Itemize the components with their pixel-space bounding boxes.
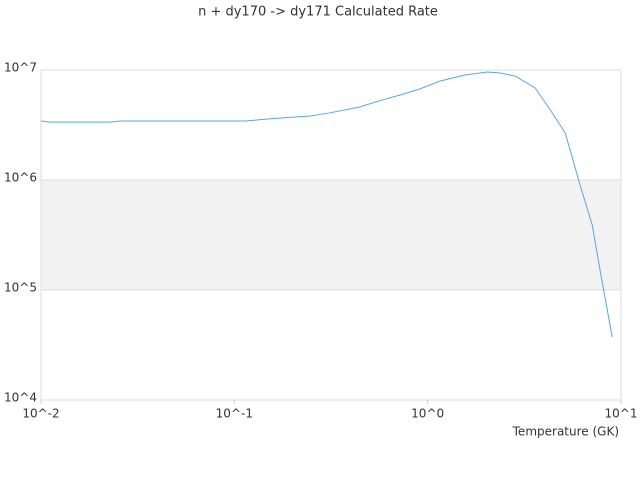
y-tick-label: 10^7 — [4, 61, 37, 75]
y-tick-label: 10^5 — [4, 281, 37, 295]
chart-title: n + dy170 -> dy171 Calculated Rate — [198, 5, 438, 20]
x-axis-label: Temperature (GK) — [512, 425, 619, 439]
x-tick-label: 10^1 — [605, 407, 638, 421]
x-tick-label: 10^0 — [411, 407, 444, 421]
data-line — [40, 71, 613, 337]
x-tick-label: 10^-2 — [22, 407, 59, 421]
y-tick-label: 10^6 — [4, 171, 37, 185]
y-tick-label: 10^4 — [4, 391, 37, 405]
x-tick-label: 10^-1 — [216, 407, 253, 421]
grid-band — [41, 180, 621, 290]
